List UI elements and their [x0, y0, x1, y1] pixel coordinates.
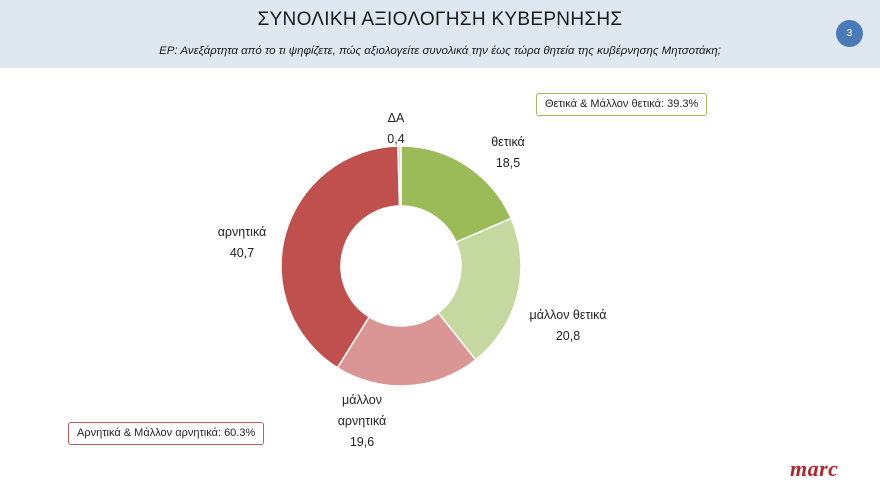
- slice-category-label: ΔΑ: [388, 111, 405, 125]
- donut-slice: [280, 145, 401, 369]
- marc-logo: marc: [790, 456, 839, 481]
- negative-total-box: Αρνητικά & Μάλλον αρνητικά: 60.3%: [68, 422, 265, 445]
- donut-slice: [437, 217, 522, 361]
- slice-value-label: 19,6: [350, 435, 374, 449]
- header-bar: ΣΥΝΟΛΙΚΗ ΑΞΙΟΛΟΓΗΣΗ ΚΥΒΕΡΝΗΣΗΣ ΕΡ: Ανεξά…: [0, 0, 880, 68]
- page-number-badge: 3: [836, 20, 863, 47]
- slice-category-label: αρνητικά: [338, 414, 387, 428]
- page-title: ΣΥΝΟΛΙΚΗ ΑΞΙΟΛΟΓΗΣΗ ΚΥΒΕΡΝΗΣΗΣ: [257, 9, 623, 30]
- slice-category-label: θετικά: [491, 135, 525, 149]
- question-subtitle: ΕΡ: Ανεξάρτητα από το τι ψηφίζετε, πώς α…: [159, 45, 721, 57]
- slice-value-label: 0,4: [387, 132, 404, 146]
- donut-slice: [397, 145, 402, 207]
- positive-total-box: Θετικά & Μάλλον θετικά: 39.3%: [536, 93, 708, 116]
- slice-category-label: μάλλον θετικά: [530, 308, 607, 322]
- slice-category-label: αρνητικά: [218, 225, 267, 239]
- slice-value-label: 20,8: [556, 329, 580, 343]
- donut-slice: [336, 311, 477, 387]
- donut-slice: [400, 145, 513, 244]
- slice-value-label: 18,5: [496, 156, 520, 170]
- slice-value-label: 40,7: [230, 246, 254, 260]
- slice-category-label: μάλλον: [342, 393, 382, 407]
